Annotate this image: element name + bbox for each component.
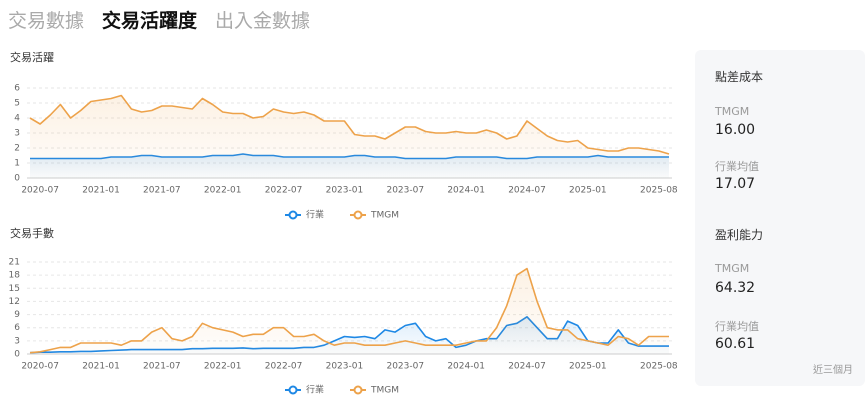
metric-label: 行業均值 xyxy=(715,320,759,333)
tab[interactable]: 交易數據 xyxy=(8,10,85,32)
tab[interactable]: 出入金數據 xyxy=(215,10,311,32)
x-tick-label: 2021-07 xyxy=(143,362,181,372)
legend-swatch xyxy=(288,210,298,220)
legend-swatch xyxy=(353,385,363,395)
x-tick-label: 2024-07 xyxy=(508,362,546,372)
x-tick-label: 2024-07 xyxy=(508,186,546,196)
section-title: 盈利能力 xyxy=(715,228,764,242)
metric-value: 64.32 xyxy=(715,280,756,296)
x-tick-label: 2024-01 xyxy=(447,186,485,196)
x-tick-label: 2023-07 xyxy=(386,362,424,372)
area-fill xyxy=(30,268,669,354)
x-tick-label: 2022-07 xyxy=(265,186,303,196)
y-tick-label: 6 xyxy=(14,323,20,333)
x-tick-label: 2021-01 xyxy=(82,186,120,196)
x-tick-label: 2023-01 xyxy=(326,186,364,196)
y-tick-label: 0 xyxy=(14,174,20,184)
y-tick-label: 3 xyxy=(14,336,20,346)
tab-bar: 交易數據 交易活躍度 出入金數據 xyxy=(8,6,310,33)
x-tick-label: 2023-07 xyxy=(386,186,424,196)
x-tick-label: 2021-07 xyxy=(143,186,181,196)
x-tick-label: 2022-01 xyxy=(204,186,242,196)
y-tick-label: 3 xyxy=(14,129,20,139)
chart-title: 交易活躍 xyxy=(10,50,54,64)
line xyxy=(29,94,670,155)
x-tick-label: 2020-07 xyxy=(21,186,59,196)
section-title: 點差成本 xyxy=(715,70,764,84)
y-tick-label: 0 xyxy=(14,350,20,360)
y-tick-label: 21 xyxy=(9,258,20,268)
y-tick-label: 12 xyxy=(9,297,20,307)
volume-chart: 交易手數 0 3 6 9 12 15 18 21 2020-07 2021-01 2021-07 202… xyxy=(9,226,678,396)
legend-label: 行業 xyxy=(306,384,324,396)
x-tick-label: 2025-08 xyxy=(640,362,678,372)
y-tick-label: 5 xyxy=(14,99,20,109)
y-tick-label: 15 xyxy=(9,284,20,294)
y-tick-label: 4 xyxy=(14,114,20,124)
metric-label: 行業均值 xyxy=(715,160,759,173)
legend-label: TMGM xyxy=(370,211,399,221)
metric-value: 16.00 xyxy=(715,122,756,138)
legend-swatch xyxy=(353,210,363,220)
x-tick-label: 2020-07 xyxy=(21,362,59,372)
metric-label: TMGM xyxy=(715,262,750,275)
x-tick-label: 2025-01 xyxy=(569,362,607,372)
metric-label: TMGM xyxy=(715,105,750,118)
x-tick-label: 2025-08 xyxy=(640,186,678,196)
x-tick-label: 2025-01 xyxy=(569,186,607,196)
x-tick-label: 2022-07 xyxy=(265,362,303,372)
x-tick-label: 2022-01 xyxy=(204,362,242,372)
y-tick-label: 6 xyxy=(14,84,20,94)
x-tick-label: 2021-01 xyxy=(82,362,120,372)
y-tick-label: 2 xyxy=(14,144,20,154)
y-tick-label: 18 xyxy=(9,271,21,281)
side-panel: 點差成本 TMGM 16.00 行業均值 17.07 盈利能力 TMGM 64.… xyxy=(695,50,865,386)
legend-label: 行業 xyxy=(306,209,324,221)
metric-value: 17.07 xyxy=(715,176,756,192)
x-tick-label: 2023-01 xyxy=(326,362,364,372)
activity-chart: 交易活躍 0 1 2 3 4 5 6 2020-07 2021-01 2021-07 2022-01 2… xyxy=(10,50,678,221)
y-tick-label: 9 xyxy=(14,310,20,320)
tab[interactable]: 交易活躍度 xyxy=(102,10,198,32)
line xyxy=(29,267,669,354)
legend-swatch xyxy=(288,385,298,395)
x-tick-label: 2024-01 xyxy=(447,362,485,372)
chart-title: 交易手數 xyxy=(10,226,54,240)
area-fill xyxy=(30,95,669,178)
metric-value: 60.61 xyxy=(715,336,756,352)
y-tick-label: 1 xyxy=(14,159,20,169)
footnote: 近三個月 xyxy=(813,365,853,376)
legend-label: TMGM xyxy=(370,386,399,396)
